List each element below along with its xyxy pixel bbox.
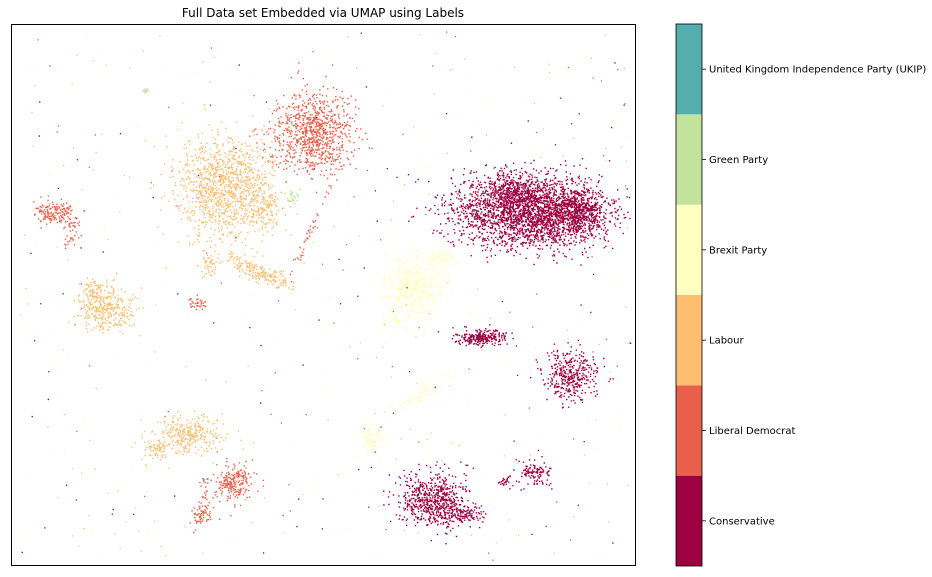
colorbar-label: Liberal Democrat (709, 426, 795, 437)
scatter-cluster (33, 195, 80, 229)
colorbar-frame (675, 23, 703, 567)
scatter-cluster (383, 461, 477, 545)
colorbar-swatch (676, 24, 702, 115)
scatter-cluster (142, 87, 150, 94)
colorbar-label: Conservative (709, 516, 775, 527)
colorbar-swatch (676, 385, 702, 476)
colorbar-label: United Kingdom Independence Party (UKIP) (709, 65, 926, 76)
scatter-cluster (376, 136, 631, 276)
scatter-noise-points (20, 50, 629, 554)
scatter-cluster (420, 246, 458, 273)
colorbar-label: Brexit Party (709, 245, 767, 256)
scatter-cluster (253, 62, 373, 194)
scatter-cluster (63, 217, 82, 249)
scatter-cluster (530, 339, 614, 409)
scatter-noise-points (32, 34, 627, 557)
scatter-cluster (497, 476, 511, 486)
plot-axes-frame (11, 24, 636, 566)
scatter-cluster (284, 190, 299, 205)
colorbar-swatch (676, 295, 702, 386)
scatter-cluster (378, 243, 455, 334)
scatter-cluster (144, 433, 167, 466)
chart-title: Full Data set Embedded via UMAP using La… (182, 6, 464, 20)
scatter-cluster (239, 170, 291, 233)
scatter-cluster (198, 473, 217, 511)
scatter-cluster (214, 244, 295, 291)
scatter-cluster (189, 505, 221, 534)
scatter-cluster (134, 410, 245, 469)
scatter-cluster (509, 456, 553, 491)
colorbar-label: Green Party (709, 155, 768, 166)
colorbar-label: Labour (709, 336, 745, 347)
scatter-points (20, 30, 632, 562)
scatter-cluster (207, 457, 265, 517)
scatter-cluster (68, 272, 144, 335)
colorbar-swatch (676, 114, 702, 205)
colorbar-swatch (676, 204, 702, 295)
scatter-cluster (289, 173, 336, 283)
scatter-cluster (150, 104, 301, 267)
colorbar: Conservative Liberal Democrat Labour Brexit… (675, 23, 926, 567)
scatter-cluster (353, 417, 387, 459)
scatter-cluster (201, 240, 217, 278)
scatter-cluster (188, 294, 207, 311)
scatter-cluster (437, 324, 514, 349)
scatter-cluster (381, 313, 412, 331)
colorbar-swatch (676, 475, 702, 566)
scatter-cluster (384, 373, 452, 424)
